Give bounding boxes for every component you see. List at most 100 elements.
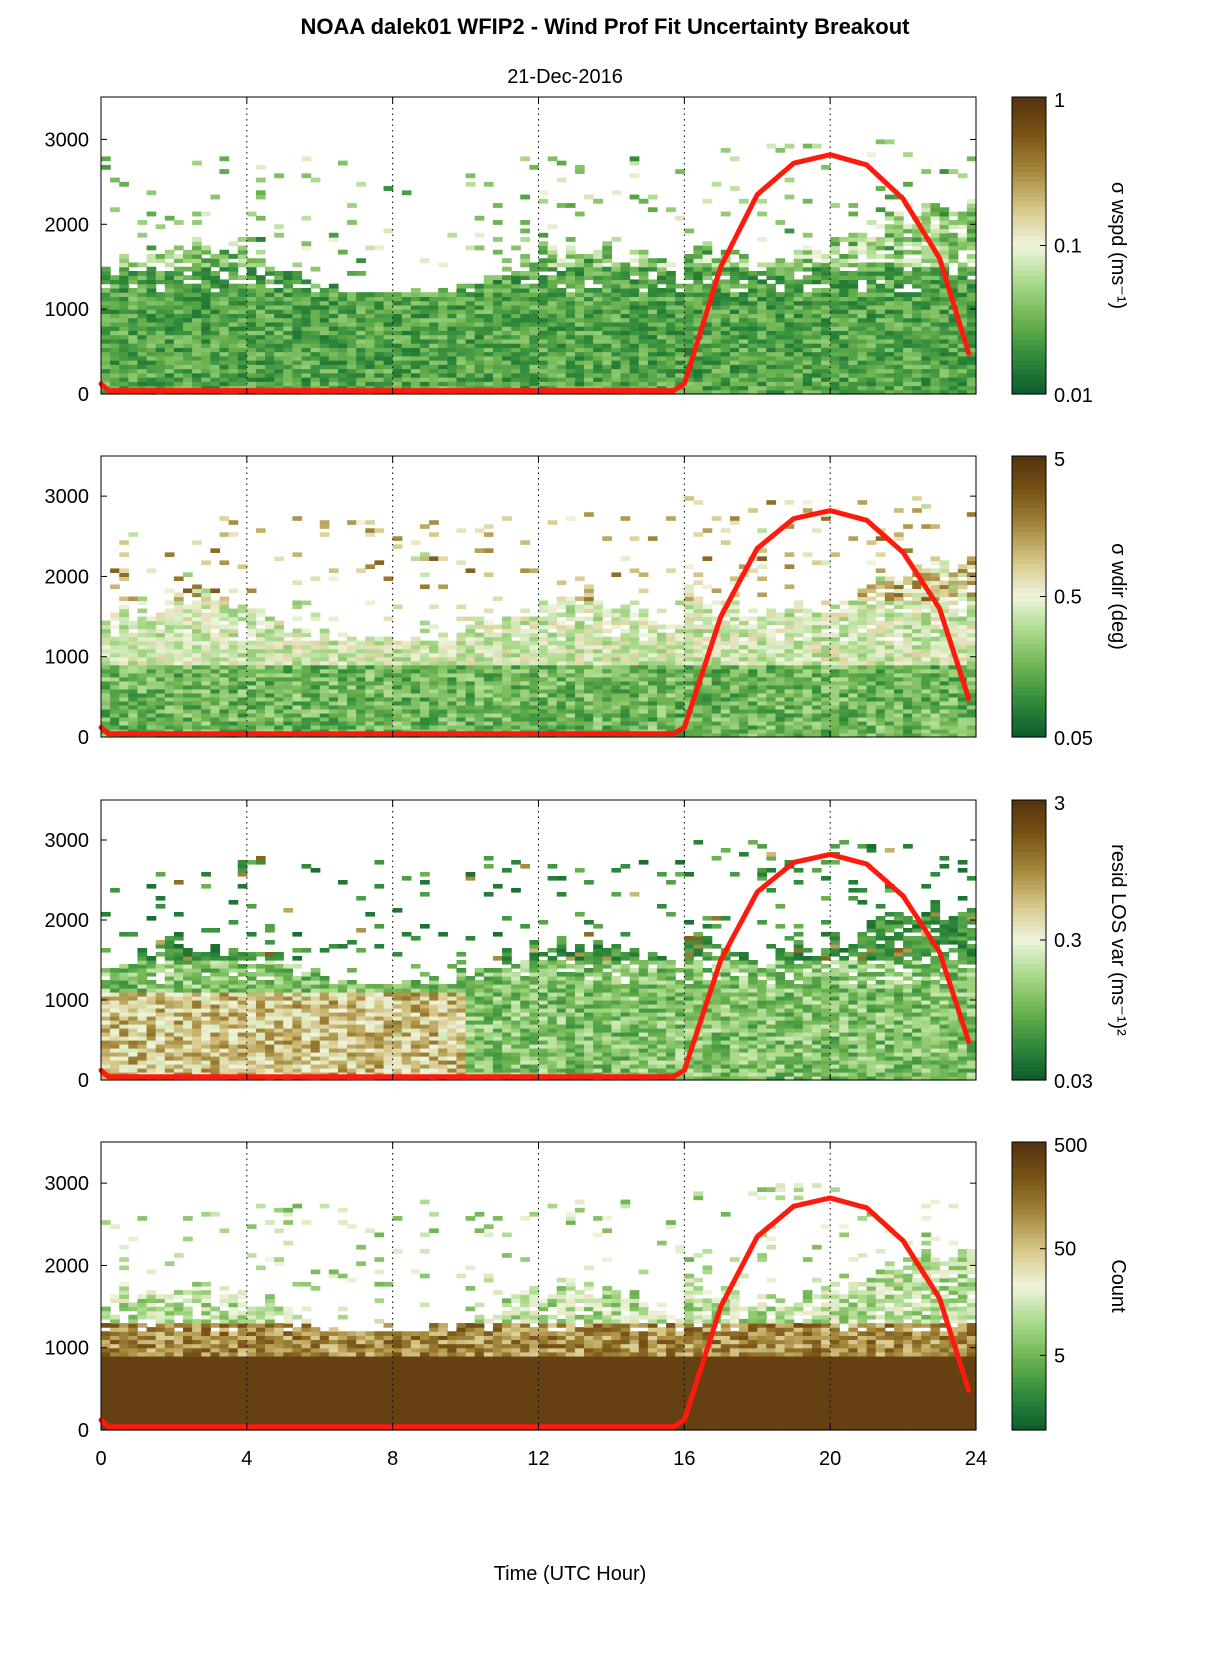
heatmap-cell <box>729 372 740 378</box>
heatmap-cell <box>292 720 303 726</box>
heatmap-cell <box>903 228 913 234</box>
heatmap-cell <box>666 300 676 306</box>
heatmap-cell <box>739 334 749 340</box>
heatmap-cell <box>392 334 403 340</box>
heatmap-cell <box>265 672 275 678</box>
heatmap-cell <box>939 334 950 340</box>
heatmap-cell <box>183 664 193 670</box>
heatmap-cell <box>912 262 922 268</box>
colorbar-swatch <box>1012 359 1046 365</box>
heatmap-cell <box>301 688 312 694</box>
heatmap-cell <box>164 355 175 361</box>
heatmap-cell <box>811 355 822 361</box>
heatmap-cell <box>155 347 166 353</box>
heatmap-cell <box>101 692 111 698</box>
heatmap-cell <box>647 368 658 374</box>
colorbar-swatch <box>1012 364 1046 370</box>
heatmap-cell <box>556 304 567 310</box>
heatmap-cell <box>729 249 740 255</box>
heatmap-cell <box>101 313 111 319</box>
heatmap-cell <box>720 368 731 374</box>
heatmap-cell <box>246 652 257 658</box>
heatmap-cell <box>884 304 895 310</box>
heatmap-cell <box>912 275 922 281</box>
heatmap-cell <box>620 372 631 378</box>
heatmap-cell <box>429 377 439 382</box>
heatmap-cell <box>492 708 503 714</box>
heatmap-cell <box>802 262 813 268</box>
heatmap-cell <box>201 355 211 361</box>
heatmap-cell <box>356 640 366 646</box>
heatmap-cell <box>511 616 521 622</box>
heatmap-cell <box>593 360 603 365</box>
heatmap-cell <box>647 207 658 213</box>
heatmap-cell <box>966 300 977 306</box>
heatmap-cell <box>319 708 330 714</box>
heatmap-cell <box>401 652 412 658</box>
heatmap-cell <box>392 720 403 726</box>
heatmap-cell <box>629 194 640 200</box>
heatmap-cell <box>693 317 704 323</box>
heatmap-cell <box>347 304 357 310</box>
heatmap-cell <box>848 249 859 255</box>
heatmap-cell <box>410 347 421 353</box>
heatmap-cell <box>201 696 211 702</box>
heatmap-cell <box>574 211 585 217</box>
heatmap-cell <box>392 688 403 694</box>
heatmap-cell <box>957 220 968 225</box>
heatmap-cell <box>529 636 540 642</box>
heatmap-cell <box>839 351 849 357</box>
heatmap-cell <box>884 355 895 361</box>
heatmap-cell <box>128 716 139 722</box>
heatmap-cell <box>930 258 941 264</box>
heatmap-cell <box>966 364 977 370</box>
heatmap-cell <box>529 321 540 327</box>
heatmap-cell <box>337 249 348 255</box>
heatmap-cell <box>183 249 193 255</box>
heatmap-cell <box>246 258 257 264</box>
heatmap-cell <box>237 237 248 242</box>
heatmap-cell <box>948 283 959 289</box>
heatmap-cell <box>529 616 540 622</box>
heatmap-cell <box>347 700 357 706</box>
heatmap-cell <box>228 313 239 319</box>
heatmap-cell <box>283 326 293 331</box>
heatmap-cell <box>383 692 394 698</box>
heatmap-cell <box>101 347 111 353</box>
heatmap-cell <box>593 279 603 285</box>
y-tick-label: 1000 <box>45 299 90 321</box>
heatmap-cell <box>310 688 321 694</box>
heatmap-cell <box>210 334 221 340</box>
heatmap-cell <box>547 326 558 331</box>
heatmap-cell <box>565 692 576 698</box>
heatmap-cell <box>784 283 795 289</box>
heatmap-cell <box>784 228 795 234</box>
heatmap-cell <box>811 304 822 310</box>
heatmap-cell <box>137 364 148 370</box>
heatmap-cell <box>629 270 640 276</box>
heatmap-cell <box>255 656 266 662</box>
heatmap-cell <box>875 385 886 391</box>
heatmap-cell <box>574 648 585 654</box>
heatmap-cell <box>483 684 494 690</box>
heatmap-cell <box>246 624 257 630</box>
heatmap-cell <box>948 313 959 319</box>
heatmap-cell <box>347 317 357 323</box>
heatmap-cell <box>647 385 658 391</box>
heatmap-cell <box>447 644 458 650</box>
heatmap-cell <box>602 712 613 718</box>
heatmap-cell <box>292 664 303 670</box>
heatmap-cell <box>128 680 139 686</box>
heatmap-cell <box>793 389 804 395</box>
heatmap-cell <box>274 712 284 718</box>
heatmap-cell <box>629 304 640 310</box>
heatmap-cell <box>228 334 239 340</box>
heatmap-cell <box>119 355 129 361</box>
heatmap-cell <box>319 385 330 391</box>
heatmap-cell <box>228 338 239 344</box>
heatmap-cell <box>584 656 594 662</box>
heatmap-cell <box>146 381 157 387</box>
heatmap-cell <box>128 704 139 710</box>
heatmap-cell <box>529 656 540 662</box>
heatmap-cell <box>237 696 248 702</box>
